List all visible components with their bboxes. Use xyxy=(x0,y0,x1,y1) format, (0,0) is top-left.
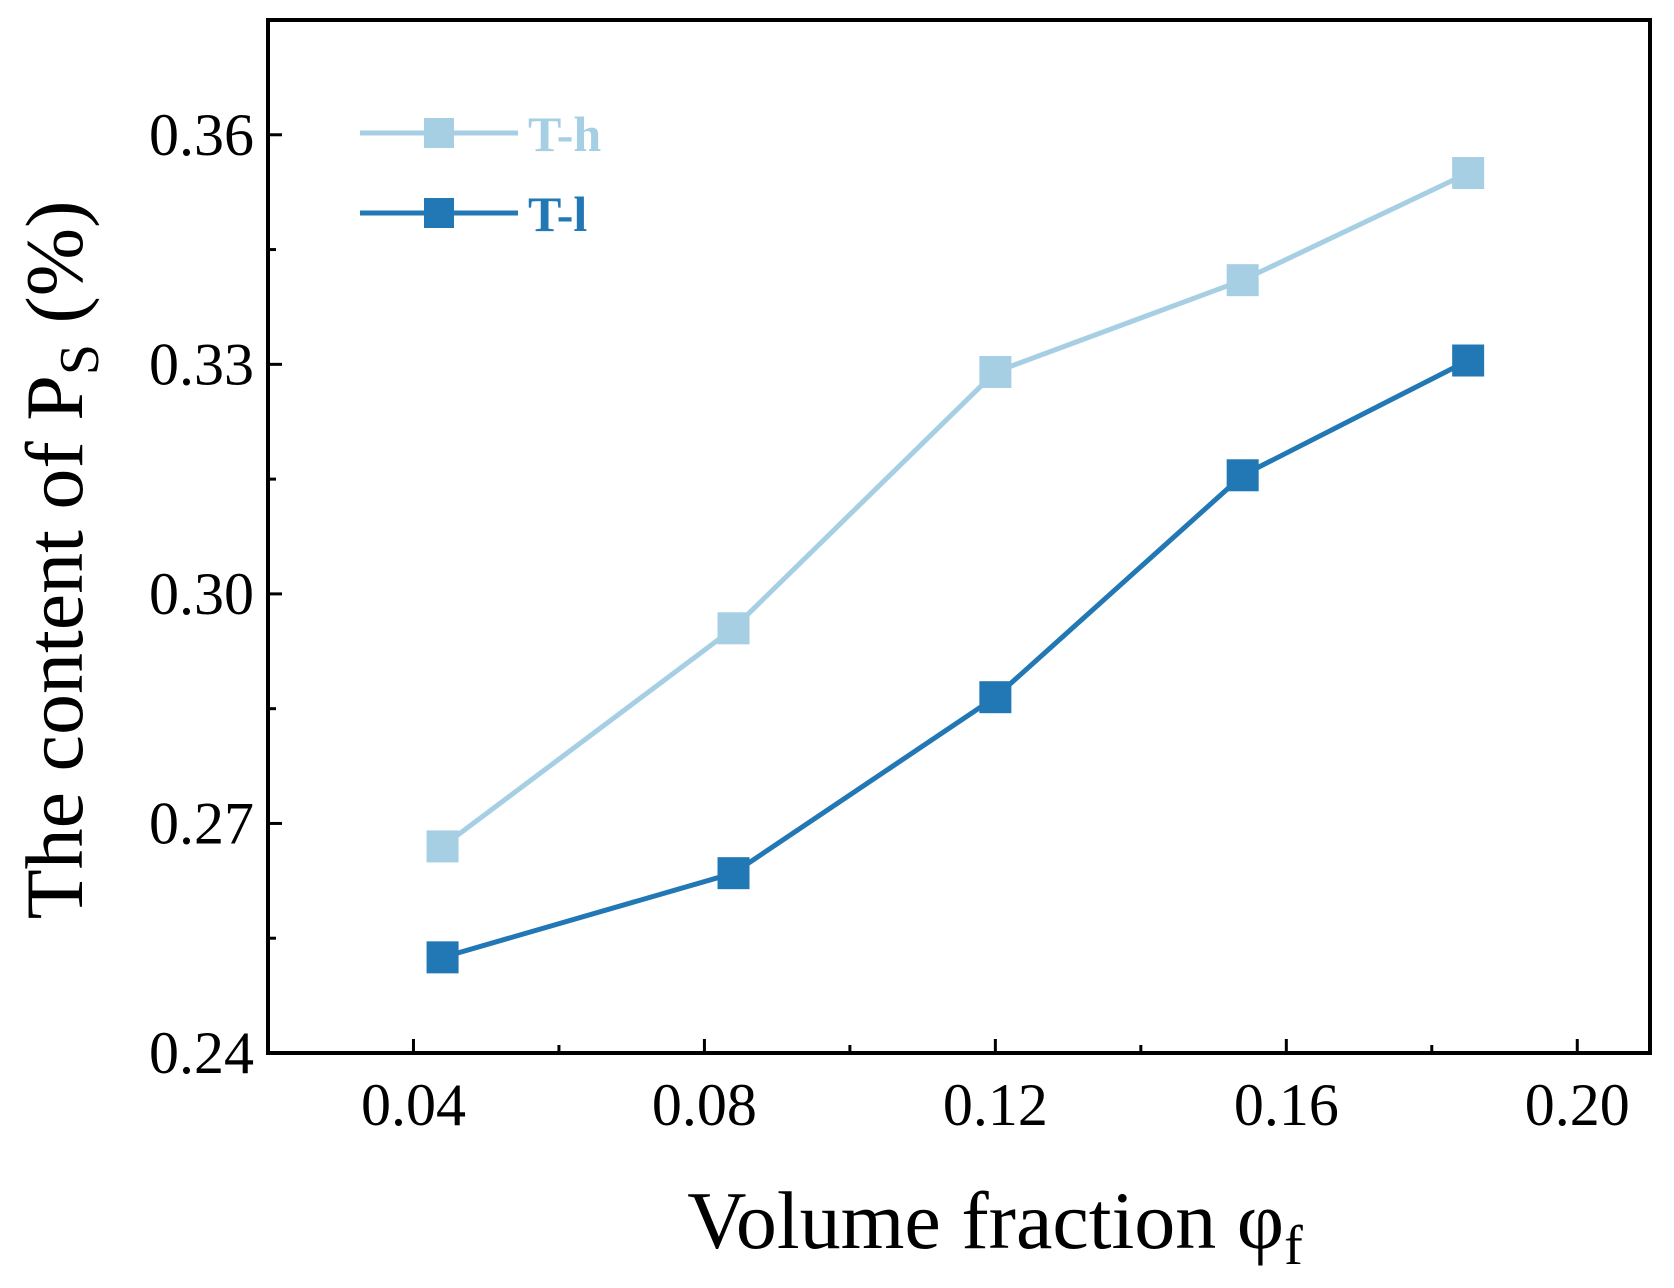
x-tick-label: 0.16 xyxy=(1234,1072,1339,1138)
data-point xyxy=(426,830,459,863)
legend: T-h T-l xyxy=(360,106,601,242)
x-axis: 0.04 0.08 0.12 0.16 0.20 xyxy=(361,1039,1630,1138)
data-point xyxy=(1226,264,1259,297)
plot-border xyxy=(266,18,1652,1055)
minor-ticks xyxy=(268,248,1434,1053)
legend-item: T-l xyxy=(360,186,587,242)
x-tick-label: 0.20 xyxy=(1525,1072,1630,1138)
legend-label: T-l xyxy=(528,186,587,242)
series-T-h xyxy=(426,157,1485,863)
data-point xyxy=(979,355,1012,388)
data-point xyxy=(979,681,1012,714)
x-axis-title-sub: f xyxy=(1284,1215,1303,1277)
y-tick-label: 0.33 xyxy=(149,331,254,397)
legend-item: T-h xyxy=(360,106,601,162)
legend-marker xyxy=(424,198,454,228)
y-tick-label: 0.24 xyxy=(149,1020,254,1086)
data-point xyxy=(1226,459,1259,492)
x-tick-label: 0.12 xyxy=(943,1072,1048,1138)
x-axis-title: Volume fraction φf xyxy=(687,1175,1303,1277)
data-point xyxy=(1452,344,1485,377)
series-line xyxy=(441,170,1470,849)
series-layer xyxy=(426,157,1485,974)
y-tick-label: 0.27 xyxy=(149,790,254,856)
x-axis-title-main: Volume fraction φ xyxy=(687,1175,1284,1266)
y-axis: 0.24 0.27 0.30 0.33 0.36 xyxy=(149,102,282,1086)
data-point xyxy=(717,612,750,645)
data-point xyxy=(1452,157,1485,190)
y-axis-title-main: The content of P xyxy=(9,375,100,919)
legend-label: T-h xyxy=(528,106,601,162)
series-T-l xyxy=(426,344,1485,974)
y-axis-title: The content of PS (%) xyxy=(9,201,111,920)
series-line xyxy=(441,358,1470,960)
legend-marker xyxy=(424,118,454,148)
x-tick-label: 0.08 xyxy=(652,1072,757,1138)
x-tick-label: 0.04 xyxy=(361,1072,466,1138)
data-point xyxy=(717,857,750,890)
plot-frame xyxy=(266,18,1652,1055)
y-tick-label: 0.30 xyxy=(149,561,254,627)
y-axis-title-sub: S xyxy=(49,344,111,375)
y-tick-label: 0.36 xyxy=(149,102,254,168)
y-axis-title-suffix: (%) xyxy=(9,201,100,344)
data-point xyxy=(426,941,459,974)
